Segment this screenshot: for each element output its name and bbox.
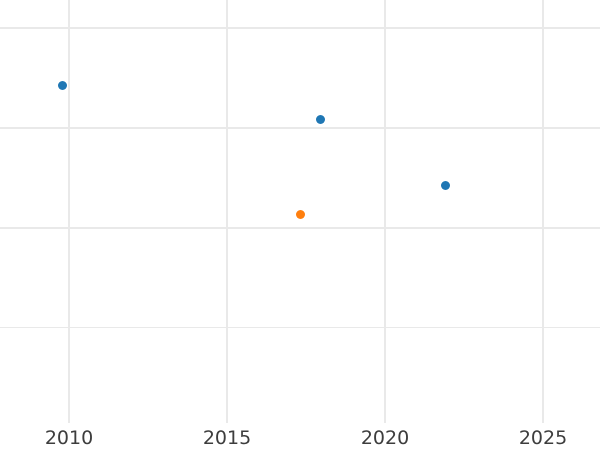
gridline-horizontal-2 xyxy=(0,127,600,129)
x-tick-label-2020: 2020 xyxy=(360,427,410,449)
gridline-vertical-2010 xyxy=(68,0,70,423)
gridline-vertical-2015 xyxy=(226,0,228,423)
gridline-vertical-2025 xyxy=(542,0,544,423)
data-point-blue-series xyxy=(57,80,67,90)
gridline-horizontal-1 xyxy=(0,27,600,29)
x-tick-label-2010: 2010 xyxy=(44,427,94,449)
data-point-blue-series xyxy=(441,180,451,190)
x-tick-label-2015: 2015 xyxy=(202,427,252,449)
x-tick-label-2025: 2025 xyxy=(518,427,568,449)
data-point-blue-series xyxy=(316,114,326,124)
gridline-horizontal-4 xyxy=(0,326,600,328)
gridline-vertical-2020 xyxy=(384,0,386,423)
gridline-horizontal-3 xyxy=(0,227,600,229)
data-point-orange-series xyxy=(296,209,306,219)
